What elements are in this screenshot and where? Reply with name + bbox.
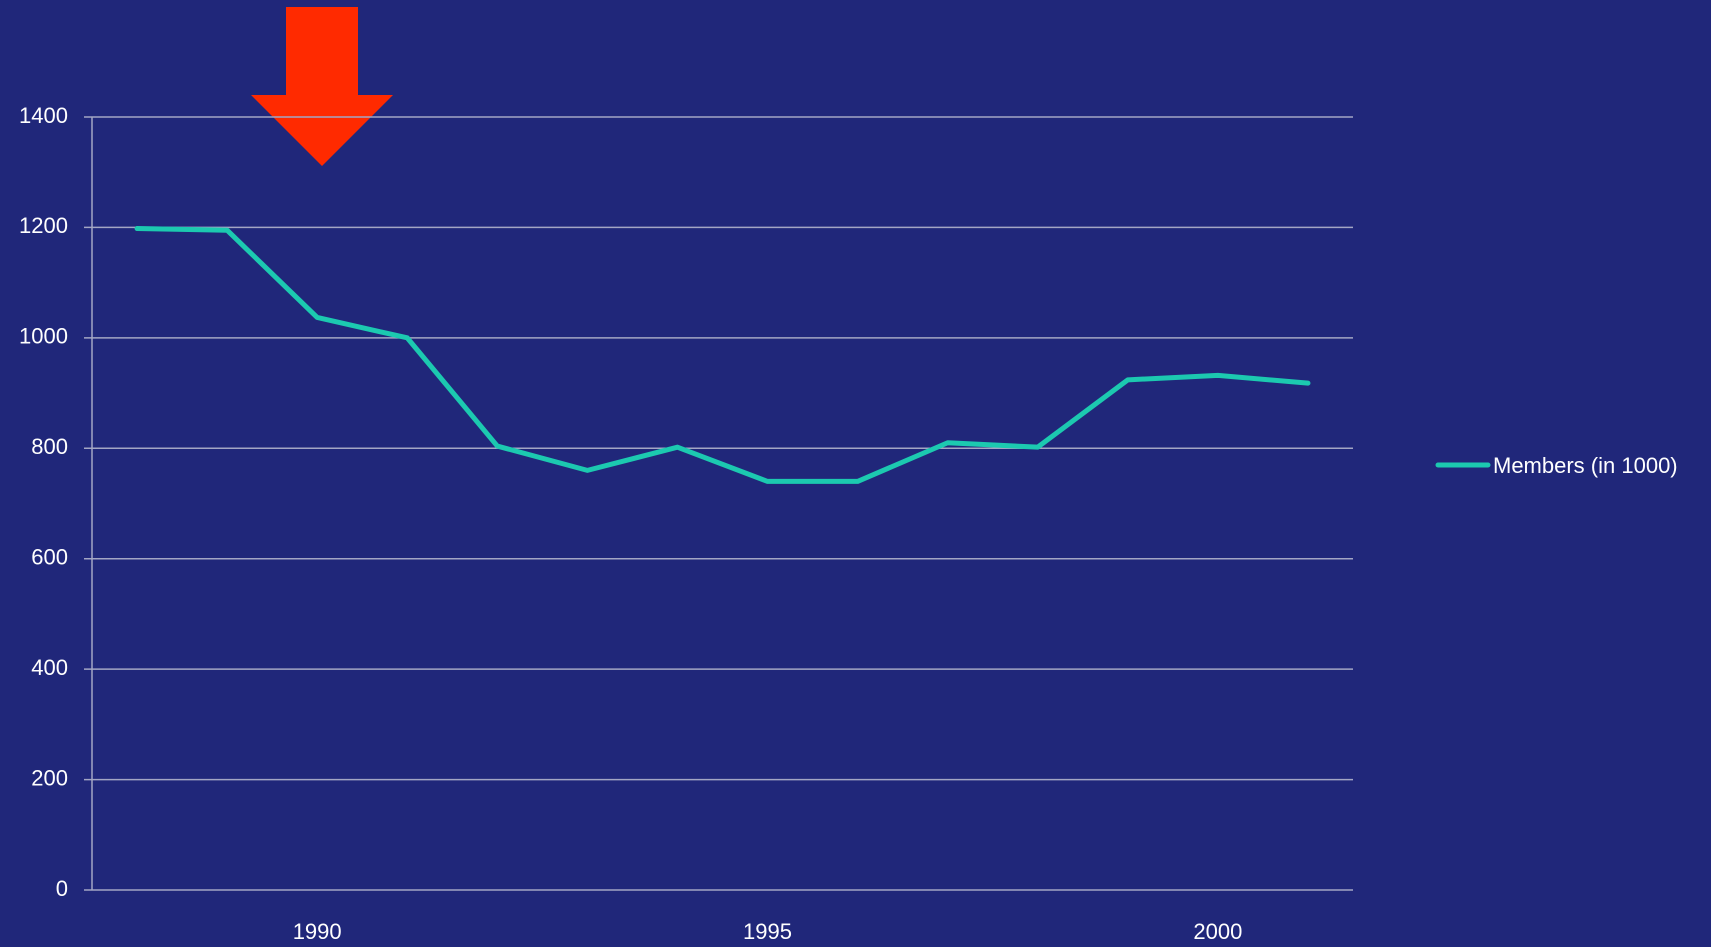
y-tick-label: 1000 [19,324,68,349]
arrow-shaft [286,7,358,96]
data-line [134,226,1311,484]
y-tick-label: 200 [31,765,68,790]
y-tick-label: 1200 [19,213,68,238]
y-tick-label: 0 [56,876,68,901]
x-tick-label: 1990 [293,919,342,944]
arrow-head [251,95,393,166]
y-tick-label: 600 [31,545,68,570]
x-tick-label: 2000 [1193,919,1242,944]
y-tick-label: 1400 [19,103,68,128]
y-tick-label: 800 [31,434,68,459]
legend-label: Members (in 1000) [1493,453,1678,478]
y-tick-label: 400 [31,655,68,680]
x-tick-label: 1995 [743,919,792,944]
